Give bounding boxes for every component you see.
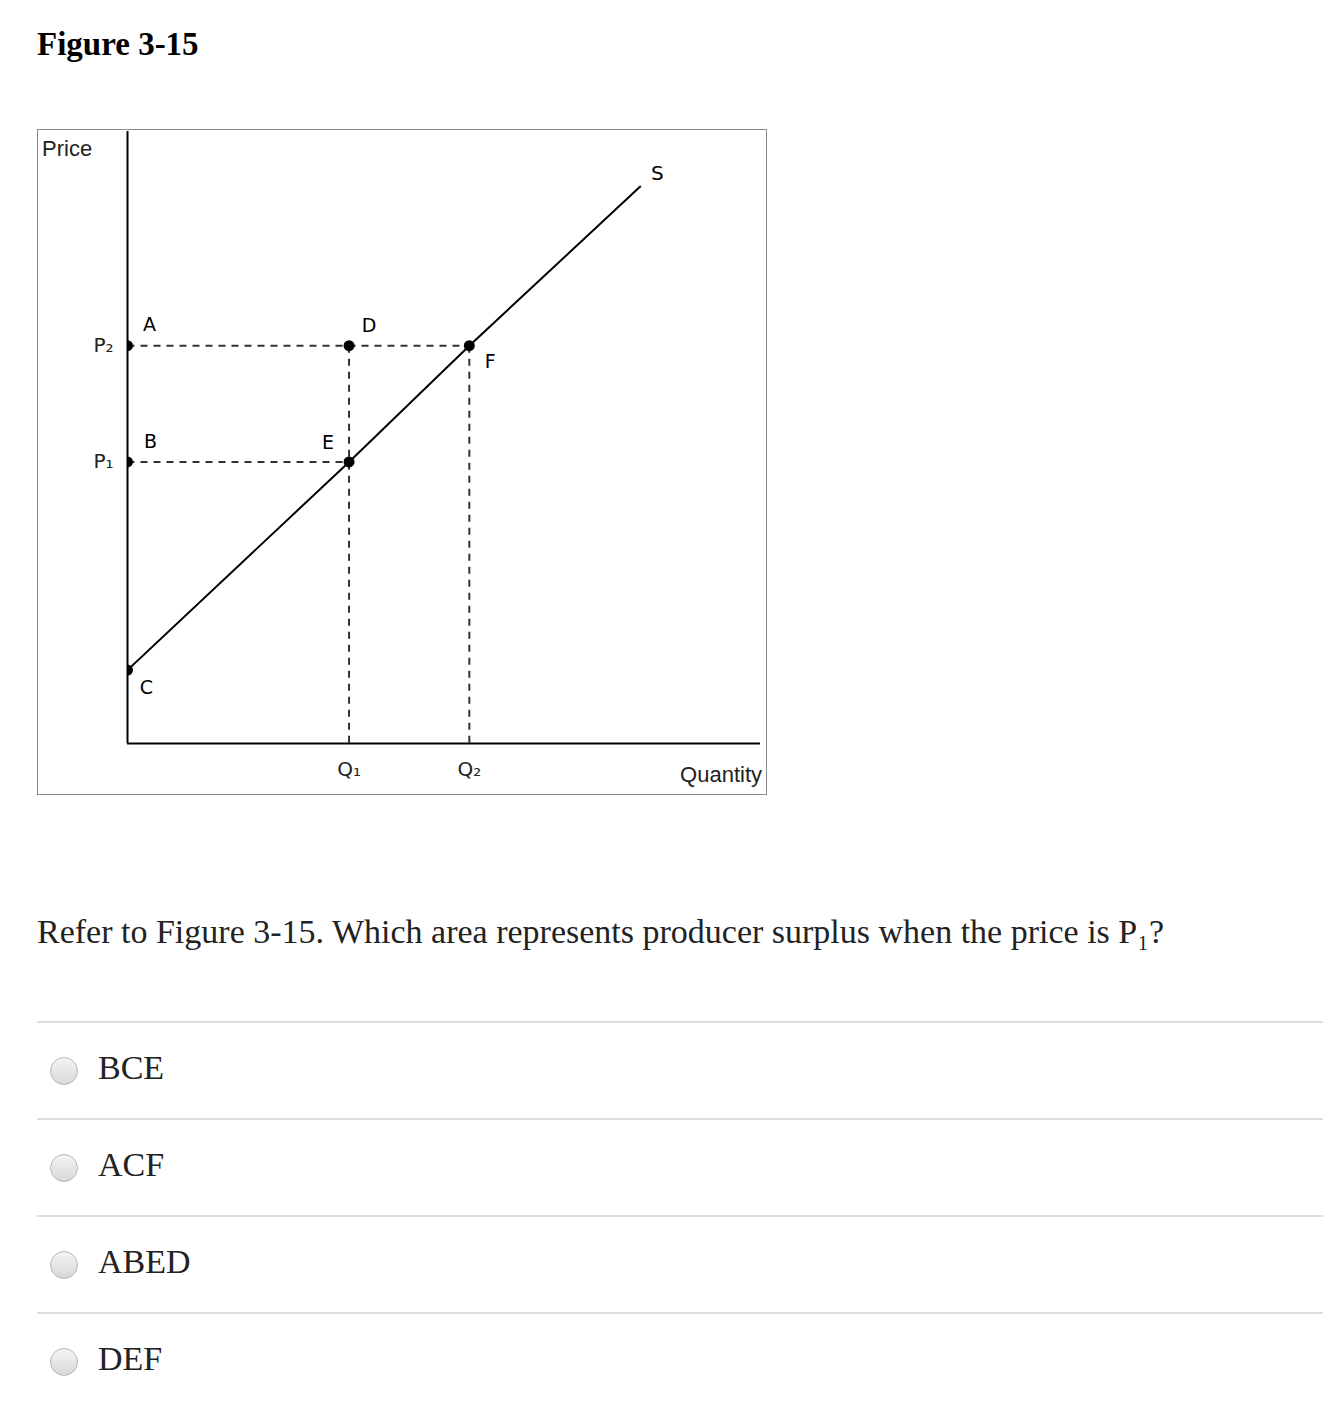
svg-text:F: F bbox=[485, 350, 496, 372]
svg-text:A: A bbox=[143, 313, 156, 335]
html-text:Quantity: Quantity bbox=[680, 762, 762, 787]
svg-text:P₂: P₂ bbox=[93, 333, 113, 357]
svg-text:D: D bbox=[362, 314, 377, 336]
svg-text:S: S bbox=[651, 161, 664, 185]
svg-text:E: E bbox=[322, 431, 334, 453]
html-text:Figure 3-15: Figure 3-15 bbox=[37, 26, 199, 62]
svg-text:Q₁: Q₁ bbox=[337, 757, 361, 781]
html-text:Refer to Figure 3-15. Which ar: Refer to Figure 3-15. Which area represe… bbox=[37, 913, 1165, 950]
svg-text:P₁: P₁ bbox=[93, 449, 113, 473]
svg-text:Q₂: Q₂ bbox=[457, 757, 481, 781]
html-text:ACF: ACF bbox=[98, 1146, 165, 1183]
svg-text:B: B bbox=[144, 430, 157, 452]
html-text:BCE: BCE bbox=[98, 1049, 165, 1086]
svg-text:C: C bbox=[140, 676, 153, 698]
html-text:ABED: ABED bbox=[98, 1243, 191, 1280]
html-text:Price: Price bbox=[42, 136, 93, 161]
html-text:DEF: DEF bbox=[98, 1340, 163, 1377]
